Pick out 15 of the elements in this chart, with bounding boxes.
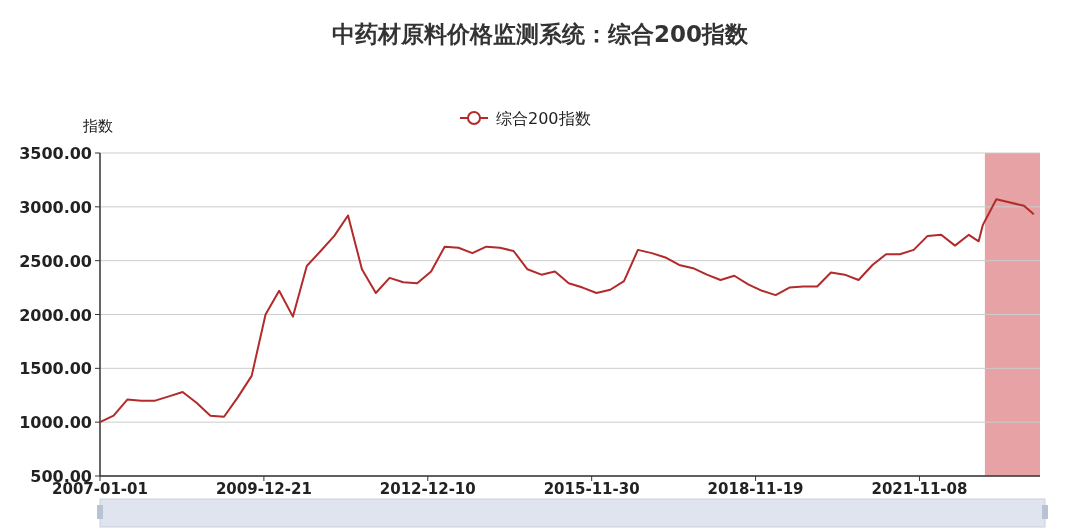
y-tick-label: 1000.00: [19, 413, 92, 433]
y-tick-label: 2000.00: [19, 305, 92, 325]
y-axis-title: 指数: [82, 117, 113, 135]
x-tick-label: 2018-11-19: [707, 480, 804, 498]
y-tick-label: 3500.00: [19, 144, 92, 163]
y-tick-label: 3000.00: [19, 197, 92, 217]
line-series: [99, 198, 1035, 424]
x-tick-label: 2021-11-08: [871, 480, 968, 498]
legend-label: 综合200指数: [496, 109, 591, 128]
chart-title: 中药材原料价格监测系统：综合200指数: [331, 21, 749, 47]
x-tick-label: 2012-12-10: [379, 480, 476, 498]
y-tick-label: 1500.00: [19, 359, 92, 379]
y-tick-label: 2500.00: [19, 251, 92, 271]
x-tick-label: 2015-11-30: [543, 480, 640, 498]
x-tick-label: 2009-12-21: [215, 480, 312, 498]
